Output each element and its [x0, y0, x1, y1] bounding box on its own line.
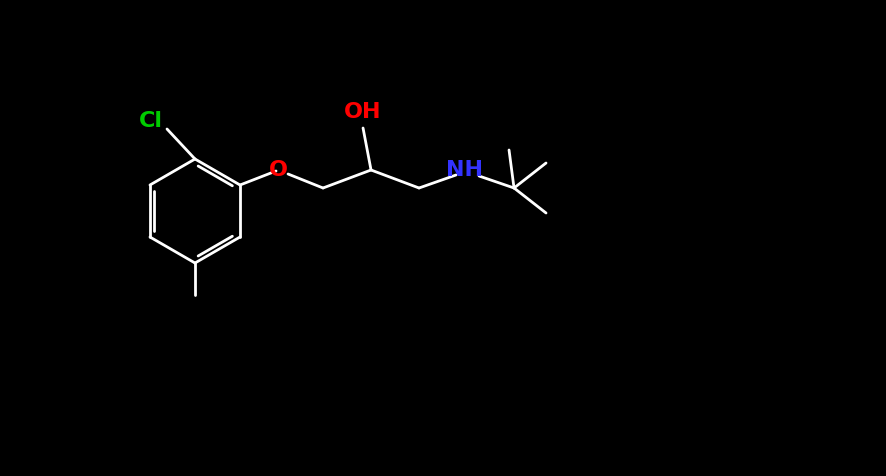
- Text: NH: NH: [446, 160, 483, 180]
- Text: O: O: [268, 160, 288, 180]
- Text: Cl: Cl: [139, 111, 163, 131]
- Text: OH: OH: [345, 102, 382, 122]
